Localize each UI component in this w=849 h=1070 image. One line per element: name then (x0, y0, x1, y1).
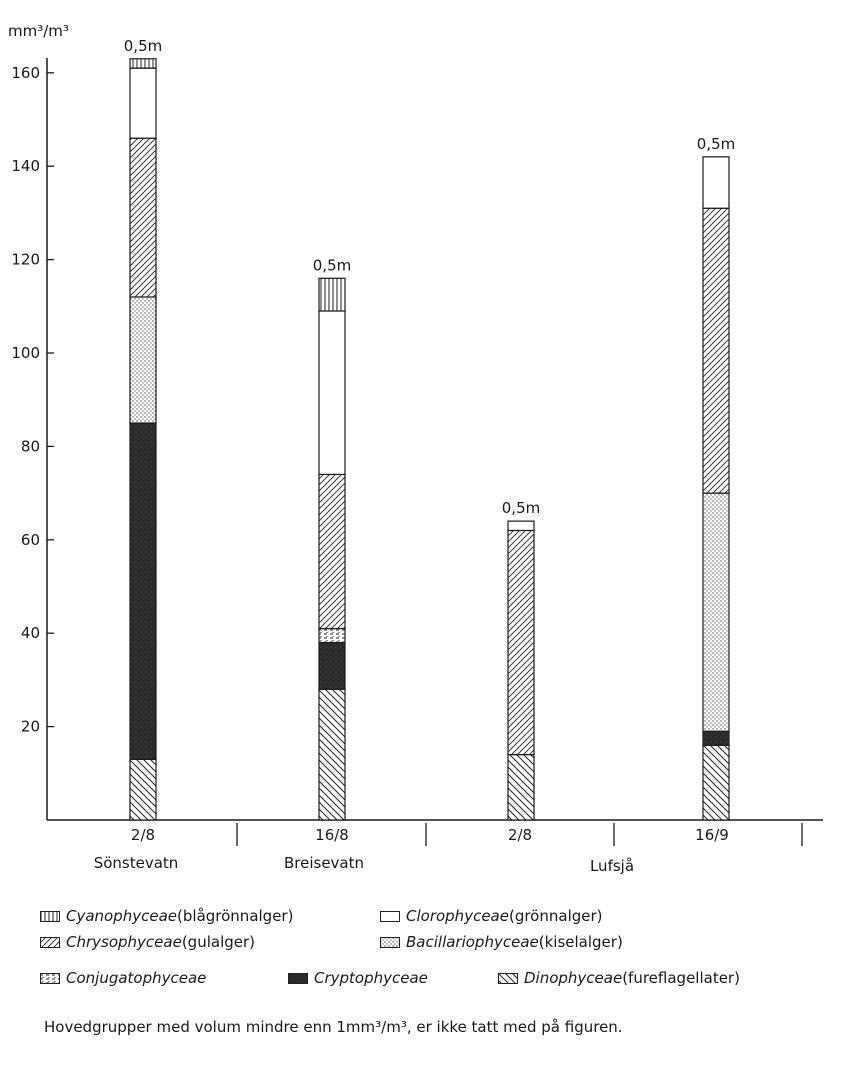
category-label-3: 2/8 (508, 826, 532, 844)
y-tick-label: 40 (21, 624, 40, 642)
lake-label-sonstevatn: Sönstevatn (94, 854, 179, 872)
x-ticks (236, 823, 803, 846)
bars: 0,5m 0,5m 0,5m 0,5m (124, 37, 735, 821)
bar-segment-bacil-4 (702, 492, 730, 732)
lake-label-breisevatn: Breisevatn (284, 854, 364, 872)
legend-desc-dino: (fureflagellater) (622, 969, 740, 987)
legend-desc-cyano: (blågrönnalger) (177, 907, 294, 925)
bar-segment-dino-4 (702, 744, 730, 821)
y-tick-label: 80 (21, 437, 40, 455)
legend-name-crypto: Cryptophyceae (314, 969, 428, 987)
legend-swatch-chloro (380, 910, 400, 922)
y-tick-label: 120 (11, 251, 40, 269)
bar-segment-cyano-1 (129, 58, 157, 69)
legend-swatch-dino (498, 972, 518, 984)
bar-segment-chryso-4 (702, 207, 730, 494)
bar-segment-chloro-2 (318, 310, 346, 476)
bar-segment-dino-1 (129, 758, 157, 821)
bar-depth-label-3: 0,5m (502, 499, 540, 517)
bar-segment-bacil-1 (129, 296, 157, 424)
legend-desc-bacil: (kiselalger) (538, 933, 623, 951)
legend-swatch-chryso (40, 936, 60, 948)
legend-row-3: Conjugatophyceae Cryptophyceae Dinophyce… (40, 967, 840, 989)
bar-segment-chryso-1 (129, 137, 157, 298)
legend-item-conjug: Conjugatophyceae (40, 969, 288, 987)
legend-name-conjug: Conjugatophyceae (66, 969, 207, 987)
y-tick-label: 100 (11, 344, 40, 362)
bar-segment-chloro-4 (702, 156, 730, 209)
legend-name-dino: Dinophyceae (524, 969, 623, 987)
legend-item-chloro: Clorophyceae (grönnalger) (380, 907, 603, 925)
legend-row-1: Cyanophyceae (blågrönnalger) Clorophycea… (40, 905, 840, 927)
legend-name-bacil: Bacillariophyceae (406, 933, 539, 951)
bar-segment-dino-3 (507, 754, 535, 821)
legend-swatch-crypto (288, 972, 308, 984)
category-label-1: 2/8 (131, 826, 155, 844)
bar-segment-dino-2 (318, 688, 346, 821)
legend-item-chryso: Chrysophyceae (gulalger) (40, 933, 380, 951)
bar-depth-label-1: 0,5m (124, 37, 162, 55)
bar-depth-label-4: 0,5m (697, 135, 735, 153)
legend: Cyanophyceae (blågrönnalger) Clorophycea… (40, 905, 840, 993)
bar-segment-crypto-4 (702, 730, 730, 746)
y-tick-label: 140 (11, 157, 40, 175)
legend-desc-chryso: (gulalger) (181, 933, 256, 951)
legend-swatch-conjug (40, 972, 60, 984)
legend-name-chryso: Chrysophyceae (66, 933, 182, 951)
bar-segment-chloro-1 (129, 67, 157, 139)
bar-segment-crypto-1 (129, 422, 157, 760)
legend-swatch-bacil (380, 936, 400, 948)
bar-segment-chryso-3 (507, 529, 535, 756)
y-tick-label: 60 (21, 531, 40, 549)
bar-segment-conjug-2 (318, 627, 346, 644)
bar-segment-crypto-2 (318, 641, 346, 690)
y-tick-label: 20 (21, 718, 40, 736)
legend-item-bacil: Bacillariophyceae (kiselalger) (380, 933, 623, 951)
legend-desc-chloro: (grönnalger) (508, 907, 603, 925)
y-ticks: 20 40 60 80 100 120 140 160 (11, 64, 54, 736)
legend-name-cyano: Cyanophyceae (66, 907, 178, 925)
bar-segment-cyano-2 (318, 277, 346, 312)
category-label-2: 16/8 (315, 826, 349, 844)
legend-item-crypto: Cryptophyceae (288, 969, 498, 987)
footnote: Hovedgrupper med volum mindre enn 1mm³/m… (44, 1018, 623, 1036)
y-unit-label: mm³/m³ (8, 22, 69, 40)
y-tick-label: 160 (11, 64, 40, 82)
legend-name-chloro: Clorophyceae (406, 907, 509, 925)
bar-segment-chryso-2 (318, 473, 346, 630)
legend-item-dino: Dinophyceae (fureflagellater) (498, 969, 740, 987)
legend-swatch-cyano (40, 910, 60, 922)
legend-item-cyano: Cyanophyceae (blågrönnalger) (40, 907, 380, 925)
bar-segment-chloro-3 (507, 520, 535, 532)
legend-row-2: Chrysophyceae (gulalger) Bacillariophyce… (40, 931, 840, 953)
category-label-4: 16/9 (695, 826, 729, 844)
bar-depth-label-2: 0,5m (313, 256, 351, 274)
lake-label-lufsja: Lufsjå (590, 857, 634, 875)
